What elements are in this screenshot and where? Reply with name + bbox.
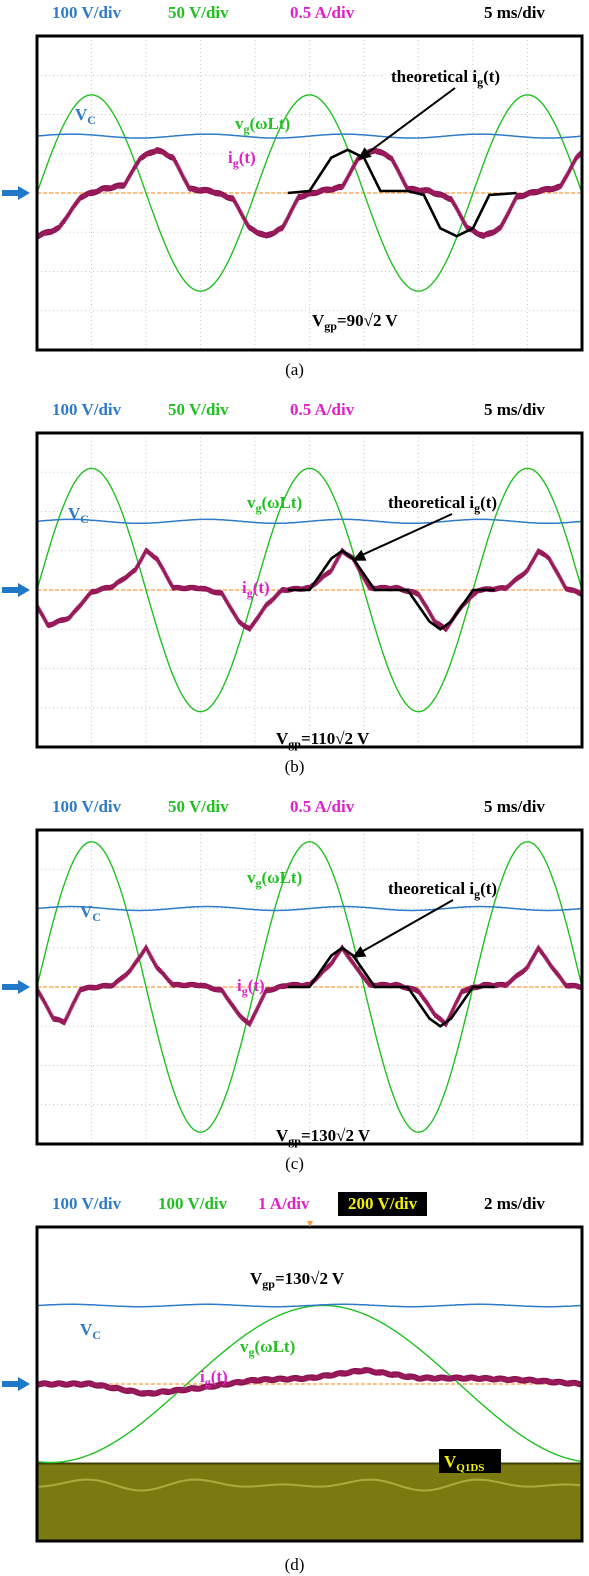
scale-ch3: 0.5 A/div	[290, 400, 355, 419]
vg-label: vg(ωLt)	[247, 868, 302, 890]
theoretical-arrow-head	[357, 147, 372, 160]
scale-ch2: 50 V/div	[168, 400, 229, 419]
scope-plot-a: VC vg(ωLt) ig(t) theoretical ig(t) Vgp=90√2 …	[2, 34, 584, 352]
panel-b: 100 V/div 50 V/div 0.5 A/div 5 ms/div VC…	[0, 397, 589, 789]
theoretical-ig-trace	[287, 148, 517, 238]
caption-b: (b)	[284, 757, 305, 776]
plot-frame	[35, 34, 584, 352]
vgp-annotation: Vgp=90√2 V	[312, 311, 398, 333]
ground-marker-icon	[2, 980, 30, 994]
scope-plot-d: Vgp=130√2 V VC vg(ωLt) ig(t) VQ1DS	[2, 1221, 584, 1543]
theoretical-arrow-line	[357, 899, 454, 955]
panel-d: 100 V/div 100 V/div 1 A/div 200 V/div 2 …	[0, 1191, 589, 1576]
plot-frame	[35, 828, 584, 1146]
ground-marker-icon	[2, 1377, 30, 1391]
vc-trace	[36, 905, 583, 912]
plot-frame	[35, 431, 584, 749]
caption-d: (d)	[284, 1555, 305, 1574]
vc-trace	[36, 1303, 583, 1308]
ig-trace-core	[36, 147, 584, 239]
vc-trace	[36, 518, 583, 525]
ground-marker-icon	[2, 186, 30, 200]
vg-label: vg(ωLt)	[235, 114, 290, 136]
ig-label: ig(t)	[200, 1367, 228, 1389]
scale-ch2: 100 V/div	[158, 1194, 228, 1213]
vq1ds-label-box	[439, 1449, 501, 1473]
theoretical-ig-label: theoretical ig(t)	[388, 493, 497, 515]
scale-time: 2 ms/div	[484, 1194, 545, 1213]
ig-label: ig(t)	[242, 578, 270, 600]
scale-ch2: 50 V/div	[168, 797, 229, 816]
vg-label: vg(ωLt)	[240, 1337, 295, 1359]
vc-label: VC	[80, 902, 101, 924]
vq1ds-label: VQ1DS	[444, 1452, 484, 1474]
vq1ds-trace-texture	[37, 1478, 581, 1492]
vg-trace	[36, 467, 583, 713]
vc-label: VC	[75, 105, 96, 127]
theoretical-arrow-head	[352, 549, 367, 561]
scale-time: 5 ms/div	[484, 797, 545, 816]
ig-label: ig(t)	[228, 148, 256, 170]
scale-ch3: 0.5 A/div	[290, 797, 355, 816]
scale-header-a: 100 V/div 50 V/div 0.5 A/div 5 ms/div	[0, 0, 589, 26]
scale-ch1: 100 V/div	[52, 3, 122, 22]
scale-header-b: 100 V/div 50 V/div 0.5 A/div 5 ms/div	[0, 397, 589, 423]
vc-label: VC	[80, 1320, 101, 1342]
theoretical-ig-trace	[287, 549, 495, 631]
vc-trace	[36, 133, 583, 139]
scale-time: 5 ms/div	[484, 3, 545, 22]
trigger-marker-icon	[307, 1221, 313, 1227]
scale-time: 5 ms/div	[484, 400, 545, 419]
scope-plot-b: VC vg(ωLt) ig(t) theoretical ig(t) Vgp=110√2…	[2, 431, 584, 751]
scale-ch3: 1 A/div	[258, 1194, 310, 1213]
vgp-annotation: Vgp=130√2 V	[250, 1269, 345, 1291]
vg-trace	[36, 94, 583, 292]
vg-label: vg(ωLt)	[247, 493, 302, 515]
scale-ch2: 50 V/div	[168, 3, 229, 22]
scale-header-d: 100 V/div 100 V/div 1 A/div 200 V/div 2 …	[0, 1191, 589, 1217]
ig-trace	[36, 1367, 583, 1397]
scale-ch1: 100 V/div	[52, 400, 122, 419]
ig-trace-core	[37, 1368, 583, 1396]
scale-ch4: 200 V/div	[338, 1192, 428, 1216]
scale-ch3: 0.5 A/div	[290, 3, 355, 22]
theoretical-arrow-line	[357, 513, 453, 558]
ig-label: ig(t)	[237, 976, 265, 998]
theoretical-arrow-head	[352, 946, 367, 958]
ground-marker-icon	[2, 583, 30, 597]
scale-header-c: 100 V/div 50 V/div 0.5 A/div 5 ms/div	[0, 794, 589, 820]
ig-trace	[36, 547, 583, 633]
scale-ch1: 100 V/div	[52, 797, 122, 816]
theoretical-ig-label: theoretical ig(t)	[388, 879, 497, 901]
theoretical-ig-trace	[287, 946, 495, 1028]
caption-c: (c)	[285, 1154, 304, 1173]
vc-label: VC	[68, 504, 89, 526]
scale-ch1: 100 V/div	[52, 1194, 122, 1213]
theoretical-ig-label: theoretical ig(t)	[391, 67, 500, 89]
panel-c: 100 V/div 50 V/div 0.5 A/div 5 ms/div VC…	[0, 794, 589, 1186]
vgp-annotation: Vgp=110√2 V	[276, 729, 370, 751]
panel-a: 100 V/div 50 V/div 0.5 A/div 5 ms/div VC…	[0, 0, 589, 392]
theoretical-arrow-line	[363, 87, 456, 157]
vg-trace	[36, 1304, 583, 1464]
vg-trace	[36, 841, 583, 1133]
vq1ds-trace-band	[37, 1462, 582, 1541]
scope-plot-c: VC vg(ωLt) ig(t) theoretical ig(t) Vgp=130√2…	[2, 828, 584, 1148]
vgp-annotation: Vgp=130√2 V	[276, 1126, 371, 1148]
plot-frame	[35, 1225, 584, 1543]
caption-a: (a)	[285, 360, 304, 379]
